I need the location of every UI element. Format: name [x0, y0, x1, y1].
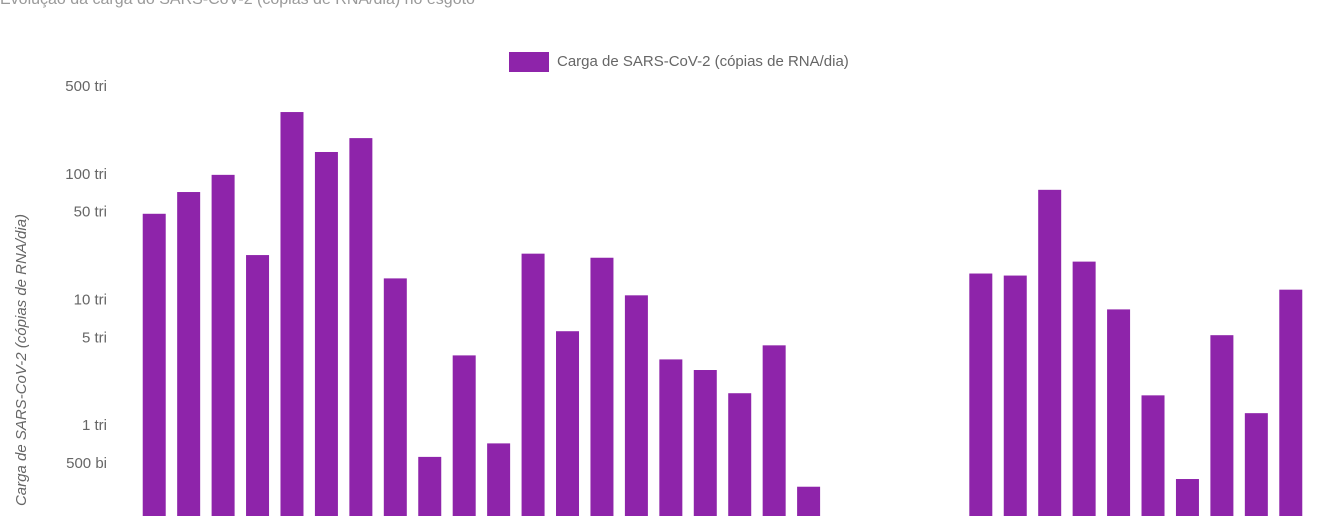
bar [1038, 189, 1062, 516]
bar [314, 151, 338, 516]
bar [969, 273, 993, 516]
y-tick-label: 100 tri [65, 166, 107, 183]
bar [762, 345, 786, 516]
y-tick-label: 10 tri [74, 291, 107, 308]
bar [383, 278, 407, 516]
bar [1210, 335, 1234, 516]
bar [177, 192, 201, 516]
bar [487, 443, 511, 516]
bar [624, 295, 648, 516]
y-tick-label: 1 tri [82, 417, 107, 434]
y-axis-label: Carga de SARS-CoV-2 (cópias de RNA/dia) [13, 214, 30, 506]
legend-swatch [509, 52, 549, 72]
y-tick-label: 50 tri [74, 204, 107, 221]
bar [1279, 289, 1303, 516]
y-tick-label: 500 bi [66, 455, 107, 472]
bar [1003, 275, 1027, 516]
bar [211, 174, 235, 516]
y-tick-label: 500 tri [65, 78, 107, 95]
bar [1244, 413, 1268, 516]
bar [797, 486, 821, 516]
bar [1107, 309, 1131, 516]
bar [280, 112, 304, 516]
bar [659, 359, 683, 516]
bar [1072, 261, 1096, 516]
bar [521, 253, 545, 516]
bar [452, 355, 476, 516]
bar [246, 255, 270, 516]
y-tick-label: 5 tri [82, 329, 107, 346]
bar [1175, 479, 1199, 516]
bar [728, 393, 752, 516]
bar [556, 331, 580, 516]
legend-label: Carga de SARS-CoV-2 (cópias de RNA/dia) [557, 53, 849, 70]
bar [418, 456, 442, 516]
chart-title: Evolução da carga do SARS-CoV-2 (cópias … [0, 0, 475, 8]
bar [1141, 395, 1165, 516]
bar [349, 138, 373, 516]
bar [142, 213, 166, 516]
bar [693, 370, 717, 516]
bar [590, 257, 614, 516]
